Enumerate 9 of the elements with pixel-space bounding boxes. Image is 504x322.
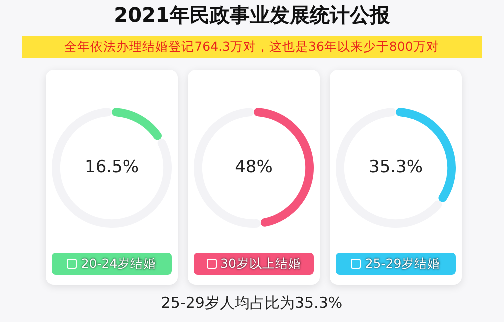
- data-label: 48%: [235, 157, 273, 178]
- text: 2021年民政事业发展统计公报: [113, 2, 391, 29]
- legend-label: 30岁以上结婚: [220, 256, 302, 272]
- data-label: 35.3%: [368, 157, 424, 178]
- data-label: 16.5%: [84, 157, 140, 178]
- legend-label: 25-29岁结婚: [365, 256, 441, 272]
- legend-label: 20-24岁结婚: [81, 256, 157, 272]
- text: 25-29岁人均占比为35.3%: [160, 294, 344, 313]
- text: 全年依法办理结婚登记764.3万对，这也是36年以来少于800万对: [22, 36, 482, 58]
